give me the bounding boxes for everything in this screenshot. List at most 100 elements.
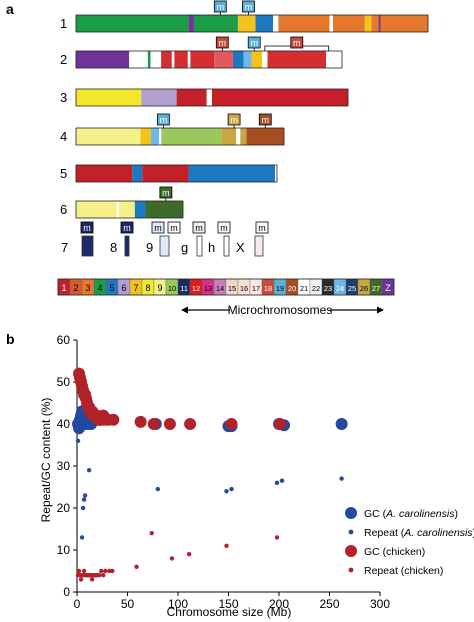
legend-marker xyxy=(348,529,354,535)
chromosome-body xyxy=(254,235,264,257)
chromosome-segment xyxy=(326,51,342,68)
chromosome-segment xyxy=(273,15,279,32)
legend-cell-26: 26 xyxy=(357,278,371,296)
x-axis-label: Chromosome size (Mb) xyxy=(167,605,292,619)
chromosome-5: 5 xyxy=(60,164,278,183)
svg-text:m: m xyxy=(262,115,270,125)
svg-text:m: m xyxy=(162,188,170,198)
svg-text:m: m xyxy=(258,223,266,233)
chromosome-segment xyxy=(76,89,142,106)
legend-cell-9: 9 xyxy=(153,278,167,296)
chromosome-body xyxy=(223,235,230,257)
legend-cell-label: 27 xyxy=(372,284,380,293)
legend-cell-15: 15 xyxy=(225,278,239,296)
point-repeat-a-carolinensis- xyxy=(80,505,86,511)
chromosome-segment xyxy=(142,165,189,182)
chromosome-segment xyxy=(236,128,241,145)
legend-cell-2: 2 xyxy=(69,278,83,296)
legend-marker xyxy=(348,567,354,573)
x-tick-label: 200 xyxy=(269,597,289,611)
chart-legend-entry: GC (chicken) xyxy=(345,545,425,558)
point-gc-chicken- xyxy=(225,418,238,430)
chromosome-segment xyxy=(141,89,177,106)
point-repeat-a-carolinensis- xyxy=(224,489,229,494)
chart-legend-entry: Repeat (A. carolinensis) xyxy=(348,527,474,539)
small-chromosome-X: Xm xyxy=(236,221,269,257)
point-gc-chicken- xyxy=(163,418,176,430)
legend-cell-23: 23 xyxy=(321,278,335,296)
legend-cell-label: 14 xyxy=(216,284,224,293)
legend-cell-label: 24 xyxy=(336,284,344,293)
point-repeat-a-carolinensis- xyxy=(339,476,344,481)
point-gc-chicken- xyxy=(184,418,197,430)
svg-text:m: m xyxy=(220,223,228,233)
svg-text:m: m xyxy=(245,2,253,12)
color-legend-strip: 1 2 3 4 5 6 7 8 9 10 11 12 13 14 15 16 17 18 19 20 21 22 23 24 2… xyxy=(57,278,395,296)
legend-label: Repeat (chicken) xyxy=(364,565,443,577)
point-gc-chicken- xyxy=(147,418,160,430)
legend-cell-Z: Z xyxy=(381,278,395,296)
chromosome-outline xyxy=(75,88,349,107)
microchromosomes-label: Microchromosomes xyxy=(228,303,333,317)
legend-cell-1: 1 xyxy=(57,278,71,296)
chromosome-segment xyxy=(147,51,151,68)
legend-cell-label: 4 xyxy=(97,283,102,293)
legend-cell-label: 11 xyxy=(180,284,188,293)
chromosome-label: 3 xyxy=(60,90,67,105)
chromosome-segment xyxy=(158,51,162,68)
chromosome-outline xyxy=(75,200,184,219)
point-repeat-chicken- xyxy=(134,564,139,569)
legend-cell-label: 16 xyxy=(240,284,248,293)
small-chromosome-g: gm xyxy=(181,221,206,257)
marker-m-box: m xyxy=(215,36,229,51)
marker-m-box: m xyxy=(120,221,134,234)
legend-cell-20: 20 xyxy=(285,278,299,296)
chromosome-1: 1 m m xyxy=(60,0,429,33)
y-axis-label: Repeat/GC content (%) xyxy=(39,398,53,523)
marker-m-box: m xyxy=(156,113,170,128)
legend-cell-12: 12 xyxy=(189,278,203,296)
chromosome-segment xyxy=(76,15,189,32)
chromosome-segment xyxy=(246,128,284,145)
chromosome-segment xyxy=(187,51,191,68)
chromosome-2: 2 m m m xyxy=(60,36,343,69)
x-tick-label: 250 xyxy=(319,597,339,611)
legend-cell-14: 14 xyxy=(213,278,227,296)
chromosome-segment xyxy=(176,89,348,106)
chromosome-segment xyxy=(364,15,372,32)
point-repeat-a-carolinensis- xyxy=(75,438,81,443)
legend-cell-label: 15 xyxy=(228,284,236,293)
point-gc-chicken- xyxy=(274,418,287,430)
chromosome-outline xyxy=(75,127,285,146)
point-repeat-chicken- xyxy=(89,577,95,582)
legend-cell-label: 18 xyxy=(264,284,272,293)
point-repeat-chicken- xyxy=(103,568,108,574)
chromosome-body xyxy=(124,235,130,257)
point-repeat-a-carolinensis- xyxy=(82,493,88,498)
marker-m-box: m xyxy=(192,221,206,234)
chromosome-segment xyxy=(278,15,428,32)
chromosome-label: 5 xyxy=(60,166,67,181)
y-tick-label: 0 xyxy=(63,585,70,599)
marker-m-box: m xyxy=(217,221,231,234)
legend-cell-17: 17 xyxy=(249,278,263,296)
marker-m-box: m xyxy=(159,186,173,201)
legend-cell-label: 19 xyxy=(276,284,284,293)
x-tick-label: 100 xyxy=(168,597,188,611)
chromosome-segment xyxy=(171,51,175,68)
legend-cell-19: 19 xyxy=(273,278,287,296)
legend-cell-label: 17 xyxy=(252,284,260,293)
legend-cell-7: 7 xyxy=(129,278,143,296)
legend-cell-label: 23 xyxy=(324,284,332,293)
legend-cell-13: 13 xyxy=(201,278,215,296)
point-repeat-chicken- xyxy=(97,573,102,578)
chromosome-segment xyxy=(132,165,143,182)
chromosome-4: 4 m m m xyxy=(60,113,285,146)
panel-a-label: a xyxy=(6,1,14,17)
point-repeat-a-carolinensis- xyxy=(279,478,285,483)
svg-text:m: m xyxy=(219,38,227,48)
chromosome-segment xyxy=(232,51,244,68)
legend-marker xyxy=(345,545,357,557)
